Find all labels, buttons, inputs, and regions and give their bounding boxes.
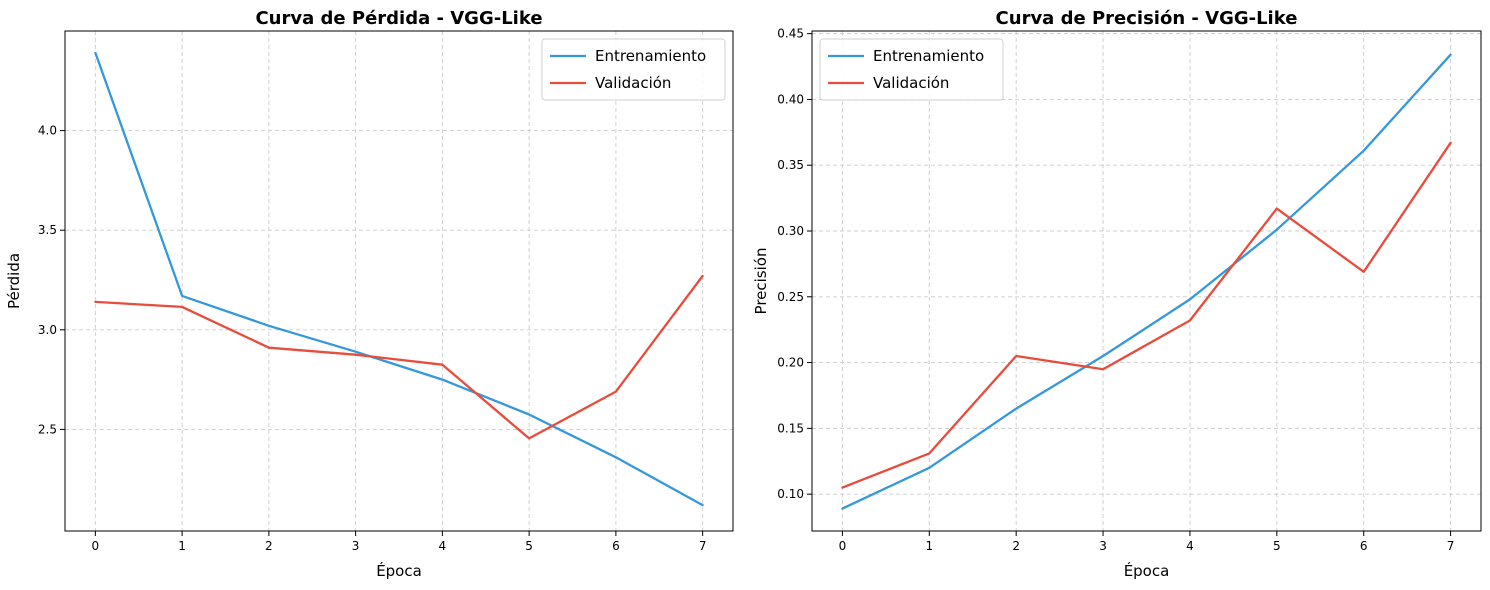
- y-tick-label: 0.30: [777, 224, 804, 238]
- training-series-line: [841, 53, 1452, 510]
- x-tick-label: 2: [1012, 539, 1020, 553]
- accuracy-chart: 0 1 2 3 4 5 6 7 0.10 0.15 0.20 0.25 0.30 0.35 0.40 0.45…: [752, 8, 1482, 580]
- legend: Entrenamiento Validación: [541, 38, 726, 101]
- plot-frame: [64, 30, 734, 532]
- y-tick-label: 0.25: [777, 290, 804, 304]
- legend-label-validation: Validación: [595, 74, 671, 92]
- y-axis-label: Precisión: [752, 248, 770, 315]
- x-tick-label: 4: [1186, 539, 1194, 553]
- y-tick-label: 0.35: [777, 158, 804, 172]
- legend-label-training: Entrenamiento: [595, 47, 706, 65]
- plot-frame: [811, 30, 1482, 532]
- x-tick-label: 2: [265, 539, 273, 553]
- x-tick-label: 7: [699, 539, 707, 553]
- chart-title: Curva de Precisión - VGG-Like: [996, 8, 1298, 29]
- y-tick-label: 3.5: [38, 223, 57, 237]
- y-axis-label: Pérdida: [5, 253, 23, 309]
- legend-label-training: Entrenamiento: [873, 47, 984, 65]
- validation-series-line: [94, 274, 704, 440]
- legend-label-validation: Validación: [873, 74, 949, 92]
- x-axis-label: Época: [1124, 561, 1170, 580]
- training-series-line: [94, 51, 704, 507]
- legend: Entrenamiento Validación: [819, 38, 1004, 101]
- y-tick-label: 0.15: [777, 421, 804, 435]
- x-tick-label: 1: [925, 539, 933, 553]
- y-tick-label: 3.0: [38, 323, 57, 337]
- y-tick-label: 0.40: [777, 92, 804, 106]
- y-tick-label: 0.20: [777, 356, 804, 370]
- x-tick-label: 7: [1447, 539, 1455, 553]
- x-tick-label: 5: [525, 539, 533, 553]
- validation-series-line: [841, 141, 1452, 489]
- y-tick-label: 2.5: [38, 422, 57, 436]
- x-axis-label: Época: [376, 561, 422, 580]
- x-tick-label: 6: [1360, 539, 1368, 553]
- y-tick-label: 0.10: [777, 487, 804, 501]
- x-tick-label: 0: [92, 539, 100, 553]
- x-tick-label: 3: [352, 539, 360, 553]
- x-tick-label: 6: [612, 539, 620, 553]
- legend-box: [819, 38, 1004, 101]
- y-tick-label: 0.45: [777, 27, 804, 41]
- legend-box: [541, 38, 726, 101]
- x-tick-label: 4: [439, 539, 447, 553]
- x-tick-label: 0: [839, 539, 847, 553]
- chart-title: Curva de Pérdida - VGG-Like: [255, 8, 542, 29]
- loss-chart: 0 1 2 3 4 5 6 7 2.5 3.0 3.5 4.0 Curva de Pérdida - V…: [5, 8, 734, 580]
- y-tick-label: 4.0: [38, 124, 57, 138]
- x-tick-label: 5: [1273, 539, 1281, 553]
- x-tick-label: 3: [1099, 539, 1107, 553]
- x-tick-label: 1: [178, 539, 186, 553]
